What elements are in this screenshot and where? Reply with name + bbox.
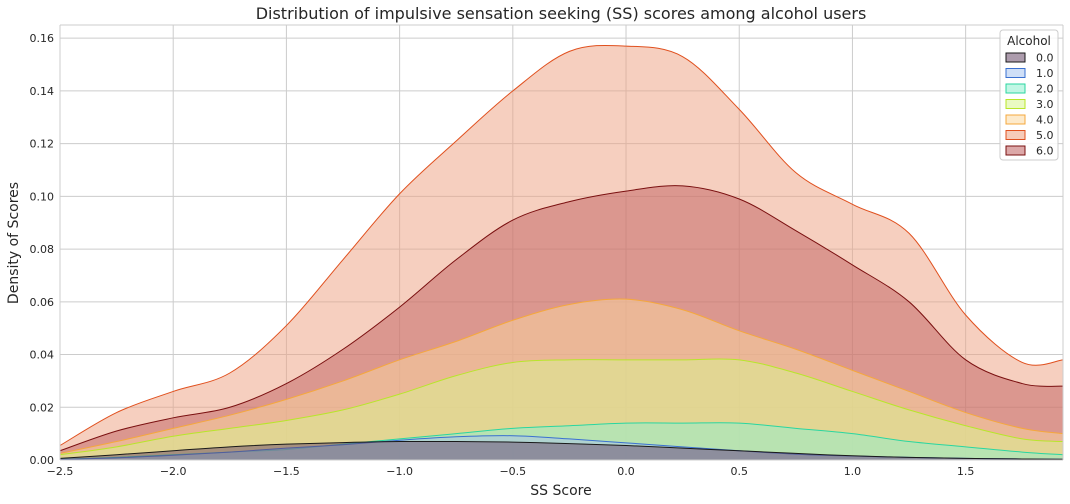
x-tick-label: 0.0	[617, 465, 635, 478]
legend-swatch-alcohol-1-0	[1005, 68, 1026, 78]
x-tick-label: −0.5	[499, 465, 526, 478]
line-alcohol-3-0	[59, 358, 1064, 456]
y-tick-label: 0.16	[30, 32, 55, 45]
x-tick-label: −2.5	[47, 465, 74, 478]
x-tick-label: −1.5	[273, 465, 300, 478]
legend-swatch-alcohol-3-0	[1005, 99, 1026, 109]
legend-label-alcohol-0-0: 0.0	[1036, 52, 1054, 65]
y-tick-label: 0.02	[30, 401, 55, 414]
legend-swatch-alcohol-2-0	[1005, 83, 1026, 94]
legend-label-alcohol-4-0: 4.0	[1036, 114, 1054, 127]
line-alcohol-4-0	[59, 298, 1064, 454]
density-areas	[59, 44, 1064, 460]
y-tick-label: 0.00	[30, 454, 55, 467]
legend-label-alcohol-1-0: 1.0	[1036, 67, 1054, 80]
y-axis-label: Density of Scores	[6, 182, 22, 304]
legend-label-alcohol-5-0: 5.0	[1036, 129, 1054, 142]
x-axis-label: SS Score	[530, 483, 591, 499]
y-tick-label: 0.04	[30, 349, 55, 362]
legend-items: 0.0 1.0 2.0 3.0 4.0 5.0 6.0	[1005, 52, 1054, 158]
legend-swatch-alcohol-4-0	[1005, 114, 1026, 125]
legend-swatch-alcohol-0-0	[1005, 52, 1026, 63]
y-tick-labels: 0.00 0.02 0.04 0.06 0.08 0.10 0.12 0.14 0.16	[30, 32, 55, 467]
line-alcohol-5-0	[59, 44, 1064, 446]
y-tick-label: 0.14	[30, 85, 55, 98]
x-tick-label: 0.5	[730, 465, 748, 478]
y-tick-label: 0.10	[30, 190, 55, 203]
chart-title: Distribution of impulsive sensation seek…	[256, 4, 867, 23]
x-tick-label: −1.0	[386, 465, 413, 478]
area-alcohol-0-0	[60, 441, 1063, 460]
legend: Alcohol 0.0 1.0 2.0 3.0 4.0 5.0 6.0	[999, 29, 1059, 161]
y-tick-label: 0.06	[30, 296, 55, 309]
y-tick-label: 0.12	[30, 138, 55, 151]
line-alcohol-6-0	[59, 185, 1064, 452]
line-alcohol-0-0	[59, 440, 1064, 460]
x-tick-label: 1.0	[844, 465, 862, 478]
x-tick-labels: −2.5 −2.0 −1.5 −1.0 −0.5 0.0 0.5 1.0 1.5	[47, 465, 975, 478]
legend-label-alcohol-3-0: 3.0	[1036, 98, 1054, 111]
legend-swatch-alcohol-5-0	[1005, 130, 1026, 140]
legend-label-alcohol-2-0: 2.0	[1036, 83, 1054, 96]
legend-swatch-alcohol-6-0	[1005, 145, 1026, 156]
axes	[59, 24, 1064, 461]
y-tick-label: 0.08	[30, 243, 55, 256]
x-tick-label: 1.5	[957, 465, 975, 478]
legend-title: Alcohol	[1007, 34, 1051, 48]
legend-label-alcohol-6-0: 6.0	[1036, 145, 1054, 158]
x-tick-label: −2.0	[160, 465, 187, 478]
